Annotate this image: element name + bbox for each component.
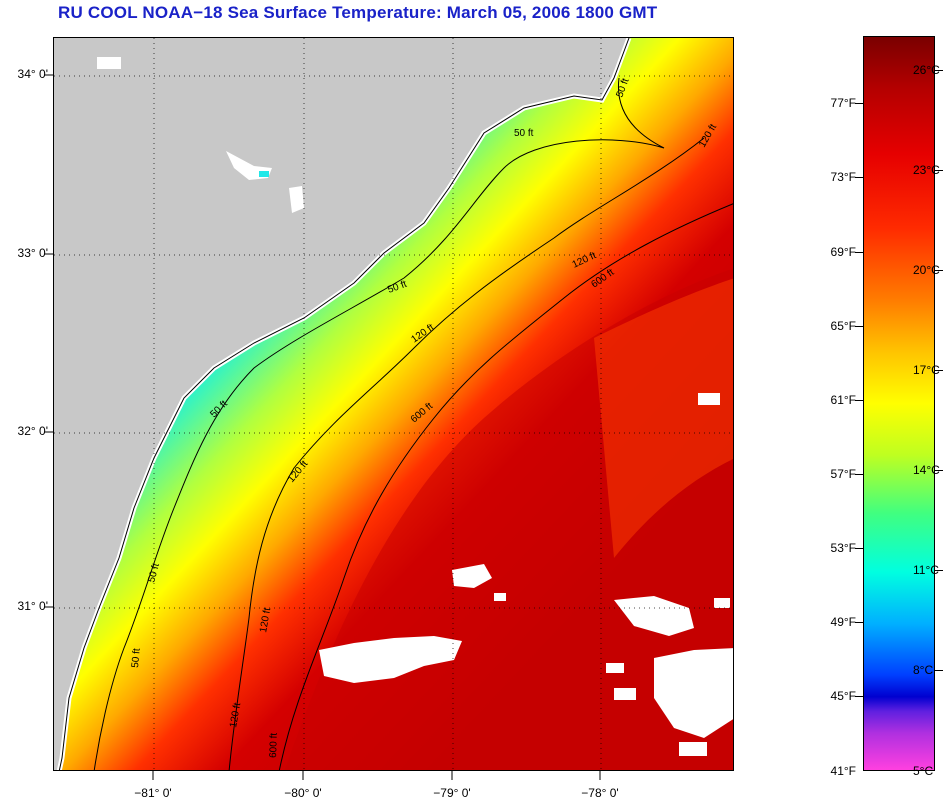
- colorbar-celsius-label: 5°C: [913, 764, 934, 778]
- cloud-patch: [654, 648, 733, 738]
- longitude-label: −80° 0': [284, 786, 322, 800]
- colorbar-tick: [935, 570, 943, 571]
- cloud-patch: [679, 742, 707, 756]
- colorbar-fahrenheit-label: 61°F: [830, 393, 856, 407]
- colorbar-tick: [855, 622, 863, 623]
- colorbar-celsius-label: 8°C: [913, 663, 934, 677]
- inland-lake: [259, 171, 269, 177]
- colorbar-celsius-label: 23°C: [913, 163, 940, 177]
- temperature-colorbar: [863, 36, 935, 771]
- colorbar-fahrenheit-label: 77°F: [830, 96, 856, 110]
- graticule: [54, 38, 733, 770]
- colorbar-fahrenheit-label: 49°F: [830, 615, 856, 629]
- cloud-patch: [606, 663, 624, 673]
- colorbar-tick: [855, 252, 863, 253]
- cloud-patch: [614, 596, 694, 636]
- land-mass: [54, 38, 629, 770]
- contour-label-120ft: 120 ft: [258, 607, 273, 634]
- inland-lake: [97, 57, 121, 69]
- colorbar-tick: [935, 470, 943, 471]
- colorbar-tick: [935, 270, 943, 271]
- colorbar-celsius-label: 14°C: [913, 463, 940, 477]
- map-title: RU COOL NOAA−18 Sea Surface Temperature:…: [58, 3, 658, 22]
- colorbar-fahrenheit-label: 45°F: [830, 689, 856, 703]
- colorbar-tick: [855, 400, 863, 401]
- colorbar-fahrenheit-label: 65°F: [830, 319, 856, 333]
- longitude-label: −81° 0': [134, 786, 172, 800]
- colorbar-celsius-label: 26°C: [913, 63, 940, 77]
- contour-label-50ft: 50 ft: [514, 128, 534, 139]
- cloud-patch: [714, 598, 730, 608]
- sst-map[interactable]: 50 ft 600 ft 120 ft 120 ft 600 ft 50 ft …: [53, 37, 734, 771]
- contour-label-50ft: 50 ft: [146, 562, 162, 584]
- longitude-label: −79° 0': [433, 786, 471, 800]
- isobath-50ft: [93, 77, 665, 770]
- latitude-label: 33° 0': [17, 246, 48, 260]
- inland-lake: [289, 186, 304, 213]
- cloud-patch: [452, 564, 492, 588]
- colorbar-fahrenheit-label: 53°F: [830, 541, 856, 555]
- colorbar-fahrenheit-label: 41°F: [830, 764, 856, 778]
- colorbar-tick: [855, 103, 863, 104]
- colorbar-tick: [855, 548, 863, 549]
- cloud-patch: [494, 593, 506, 601]
- cloud-patch: [614, 688, 636, 700]
- colorbar-celsius-label: 17°C: [913, 363, 940, 377]
- colorbar-tick: [935, 170, 943, 171]
- contour-label-120ft: 120 ft: [228, 702, 243, 729]
- colorbar-tick: [935, 70, 943, 71]
- contour-label-600ft: 600 ft: [268, 732, 280, 758]
- contour-label-50ft: 50 ft: [130, 648, 143, 669]
- colorbar-tick: [855, 474, 863, 475]
- longitude-label: −78° 0': [581, 786, 619, 800]
- colorbar-fahrenheit-label: 69°F: [830, 245, 856, 259]
- isobath-120ft: [228, 137, 705, 770]
- colorbar-celsius-label: 20°C: [913, 263, 940, 277]
- sst-map-canvas: 50 ft 600 ft 120 ft 120 ft 600 ft 50 ft …: [54, 38, 733, 770]
- coastline: [58, 38, 630, 770]
- colorbar-fahrenheit-label: 73°F: [830, 170, 856, 184]
- colorbar-tick: [855, 696, 863, 697]
- colorbar-tick: [855, 326, 863, 327]
- latitude-label: 32° 0': [17, 424, 48, 438]
- colorbar-fahrenheit-label: 57°F: [830, 467, 856, 481]
- colorbar-celsius-label: 11°C: [913, 563, 939, 577]
- latitude-label: 34° 0': [17, 67, 48, 81]
- isobath-600ft: [278, 203, 733, 770]
- colorbar-tick: [935, 670, 943, 671]
- colorbar-tick: [935, 370, 943, 371]
- latitude-label: 31° 0': [17, 599, 48, 613]
- cloud-patch: [319, 636, 462, 683]
- colorbar-tick: [855, 177, 863, 178]
- cloud-patch: [698, 393, 720, 405]
- warm-eddy: [594, 278, 733, 558]
